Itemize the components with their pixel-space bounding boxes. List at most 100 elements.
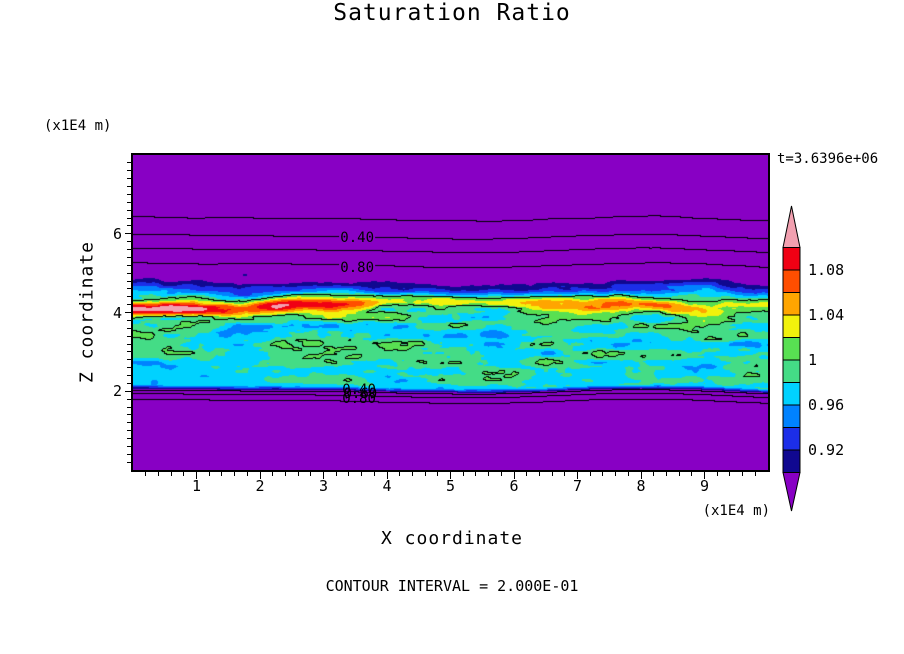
x-axis-tick xyxy=(323,472,324,479)
x-axis-tick xyxy=(513,472,515,479)
x-axis-tick xyxy=(170,472,172,476)
x-tick-label: 9 xyxy=(699,477,710,495)
x-axis-tick xyxy=(754,472,756,476)
z-tick-label: 4 xyxy=(112,303,122,322)
x-axis-tick xyxy=(297,472,299,476)
z-axis-tick xyxy=(127,304,131,306)
x-axis-tick xyxy=(437,472,439,476)
z-axis-tick xyxy=(127,367,131,369)
x-axis-tick xyxy=(589,472,591,476)
x-tick-label: 6 xyxy=(509,477,519,495)
x-axis-tick xyxy=(551,472,553,476)
x-axis-tick xyxy=(411,472,413,476)
x-axis-tick xyxy=(475,472,477,476)
z-axis-tick xyxy=(127,193,131,195)
x-axis-tick xyxy=(716,472,718,476)
x-axis-tick xyxy=(729,472,731,476)
x-axis-units: (x1E4 m) xyxy=(702,503,770,519)
x-axis-tick xyxy=(310,472,312,476)
z-axis-tick xyxy=(127,249,131,250)
z-axis-tick xyxy=(127,406,131,408)
z-axis-tick xyxy=(127,288,131,290)
x-axis-tick xyxy=(221,472,223,476)
z-axis-tick xyxy=(127,225,131,227)
x-axis-tick xyxy=(361,472,363,476)
x-axis-tick xyxy=(538,472,540,476)
colorbar-label: 1.04 xyxy=(808,306,845,324)
chart-title: Saturation Ratio xyxy=(333,0,571,26)
z-axis-tick xyxy=(127,422,131,424)
timestamp-annotation: t=3.6396e+06 xyxy=(777,151,879,167)
x-axis-tick xyxy=(234,472,236,476)
x-tick-label: 2 xyxy=(255,477,265,495)
x-axis-tick xyxy=(348,472,350,476)
x-axis-label: X coordinate xyxy=(380,528,524,549)
z-axis-tick xyxy=(127,382,131,384)
x-axis-tick xyxy=(665,472,667,476)
x-tick-label: 1 xyxy=(191,477,202,495)
contour-line-label: 0.80 xyxy=(339,260,375,276)
x-axis-tick xyxy=(602,472,604,476)
x-tick-label: 4 xyxy=(382,477,392,495)
z-axis-tick xyxy=(127,217,131,219)
z-axis-tick xyxy=(125,312,131,313)
x-axis-tick xyxy=(704,472,705,479)
x-axis-tick xyxy=(526,472,528,476)
x-tick-label: 3 xyxy=(318,477,329,495)
x-tick-label: 5 xyxy=(445,477,456,495)
x-tick-label: 7 xyxy=(572,477,583,495)
z-axis-tick xyxy=(127,256,131,258)
x-axis-tick xyxy=(399,472,401,476)
colorbar-label: 0.92 xyxy=(808,441,845,459)
x-axis-tick xyxy=(500,472,502,476)
x-axis-tick xyxy=(284,472,286,476)
z-axis-tick xyxy=(127,319,131,321)
z-axis-tick xyxy=(127,272,131,274)
x-axis-tick xyxy=(653,472,655,476)
x-axis-tick xyxy=(615,472,617,476)
z-axis-tick xyxy=(127,201,131,203)
x-axis-tick xyxy=(145,472,147,476)
colorbar-label: 1 xyxy=(808,351,818,369)
colorbar-label: 0.96 xyxy=(808,396,845,414)
z-axis-tick xyxy=(127,445,131,447)
x-axis-tick xyxy=(386,472,388,479)
z-tick-label: 2 xyxy=(112,382,122,401)
z-axis-tick xyxy=(127,438,131,439)
z-axis-tick xyxy=(127,453,131,455)
z-axis-tick xyxy=(127,414,131,416)
contour-line-label: 0.40 xyxy=(342,382,376,399)
z-axis-tick xyxy=(127,241,131,243)
x-axis-tick xyxy=(208,472,210,476)
x-axis-tick xyxy=(246,472,248,476)
plot-area xyxy=(131,153,770,472)
z-axis-tick xyxy=(127,178,131,180)
x-axis-tick xyxy=(640,472,642,479)
x-axis-tick xyxy=(742,472,744,476)
x-axis-tick xyxy=(335,472,337,476)
x-axis-tick xyxy=(627,472,629,476)
colorbar xyxy=(782,205,801,512)
z-axis-tick xyxy=(127,280,131,282)
x-axis-tick xyxy=(373,472,375,476)
x-axis-tick xyxy=(196,472,197,479)
contour-interval-note: CONTOUR INTERVAL = 2.000E-01 xyxy=(325,577,579,595)
x-axis-tick xyxy=(450,472,451,479)
z-axis-tick xyxy=(127,209,131,211)
x-axis-tick xyxy=(157,472,159,476)
z-axis-tick xyxy=(127,186,131,187)
x-axis-tick xyxy=(424,472,426,476)
z-axis-tick xyxy=(127,162,131,164)
z-axis-tick xyxy=(127,335,131,337)
x-axis-tick xyxy=(183,472,185,476)
z-axis-tick xyxy=(125,390,131,392)
z-axis-tick xyxy=(125,233,131,235)
x-axis-tick xyxy=(577,472,578,479)
contour-line-label: 0.60 xyxy=(343,386,378,403)
z-axis-tick xyxy=(127,351,131,353)
contour-field-canvas xyxy=(133,155,768,470)
colorbar-label: 1.08 xyxy=(808,261,845,279)
z-axis-tick xyxy=(127,170,131,172)
x-axis-tick xyxy=(272,472,274,476)
